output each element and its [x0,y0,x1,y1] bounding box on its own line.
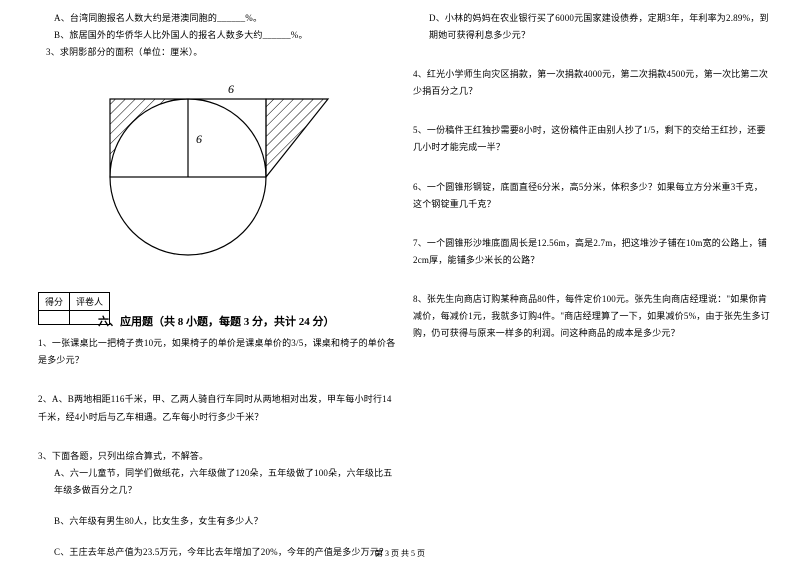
p3: 3、下面各题，只列出综合算式，不解答。 [38,448,397,465]
q3: 3、求阴影部分的面积（单位：厘米）。 [38,44,397,61]
p3d: D、小林的妈妈在农业银行买了6000元国家建设债券，定期3年，年利率为2.89%… [413,10,772,44]
score-h2: 评卷人 [70,293,110,311]
geometry-diagram: 6 6 [68,67,397,272]
dia-label-top: 6 [228,82,234,96]
p3b: B、六年级有男生80人，比女生多，女生有多少人？ [38,513,397,530]
p1: 1、一张课桌比一把椅子贵10元，如果椅子的单价是课桌单价的3/5，课桌和椅子的单… [38,335,397,369]
p5: 5、一份稿件王红独抄需要8小时，这份稿件正由别人抄了1/5，剩下的交给王红抄，还… [413,122,772,156]
p4: 4、红光小学师生向灾区捐款，第一次捐款4000元，第二次捐款4500元，第一次比… [413,66,772,100]
q-b: B、旅居国外的华侨华人比外国人的报名人数多大约______%。 [38,27,397,44]
section-6-title: 六、应用题（共 8 小题，每题 3 分，共计 24 分） [98,313,397,329]
score-h1: 得分 [39,293,70,311]
p3a: A、六一儿童节，同学们做纸花，六年级做了120朵，五年级做了100朵，六年级比五… [38,465,397,499]
p2: 2、A、B两地相距116千米，甲、乙两人骑自行车同时从两地相对出发，甲车每小时行… [38,391,397,425]
page-footer: 第 3 页 共 5 页 [0,548,800,559]
p7: 7、一个圆锥形沙堆底面周长是12.56m，高是2.7m，把这堆沙子铺在10m宽的… [413,235,772,269]
q-a: A、台湾同胞报名人数大约是港澳同胞的______%。 [38,10,397,27]
dia-label-mid: 6 [196,132,202,146]
p8: 8、张先生向商店订购某种商品80件，每件定价100元。张先生向商店经理说："如果… [413,291,772,342]
p6: 6、一个圆锥形钢锭，底面直径6分米，高5分米，体积多少？如果每立方分米重3千克，… [413,179,772,213]
